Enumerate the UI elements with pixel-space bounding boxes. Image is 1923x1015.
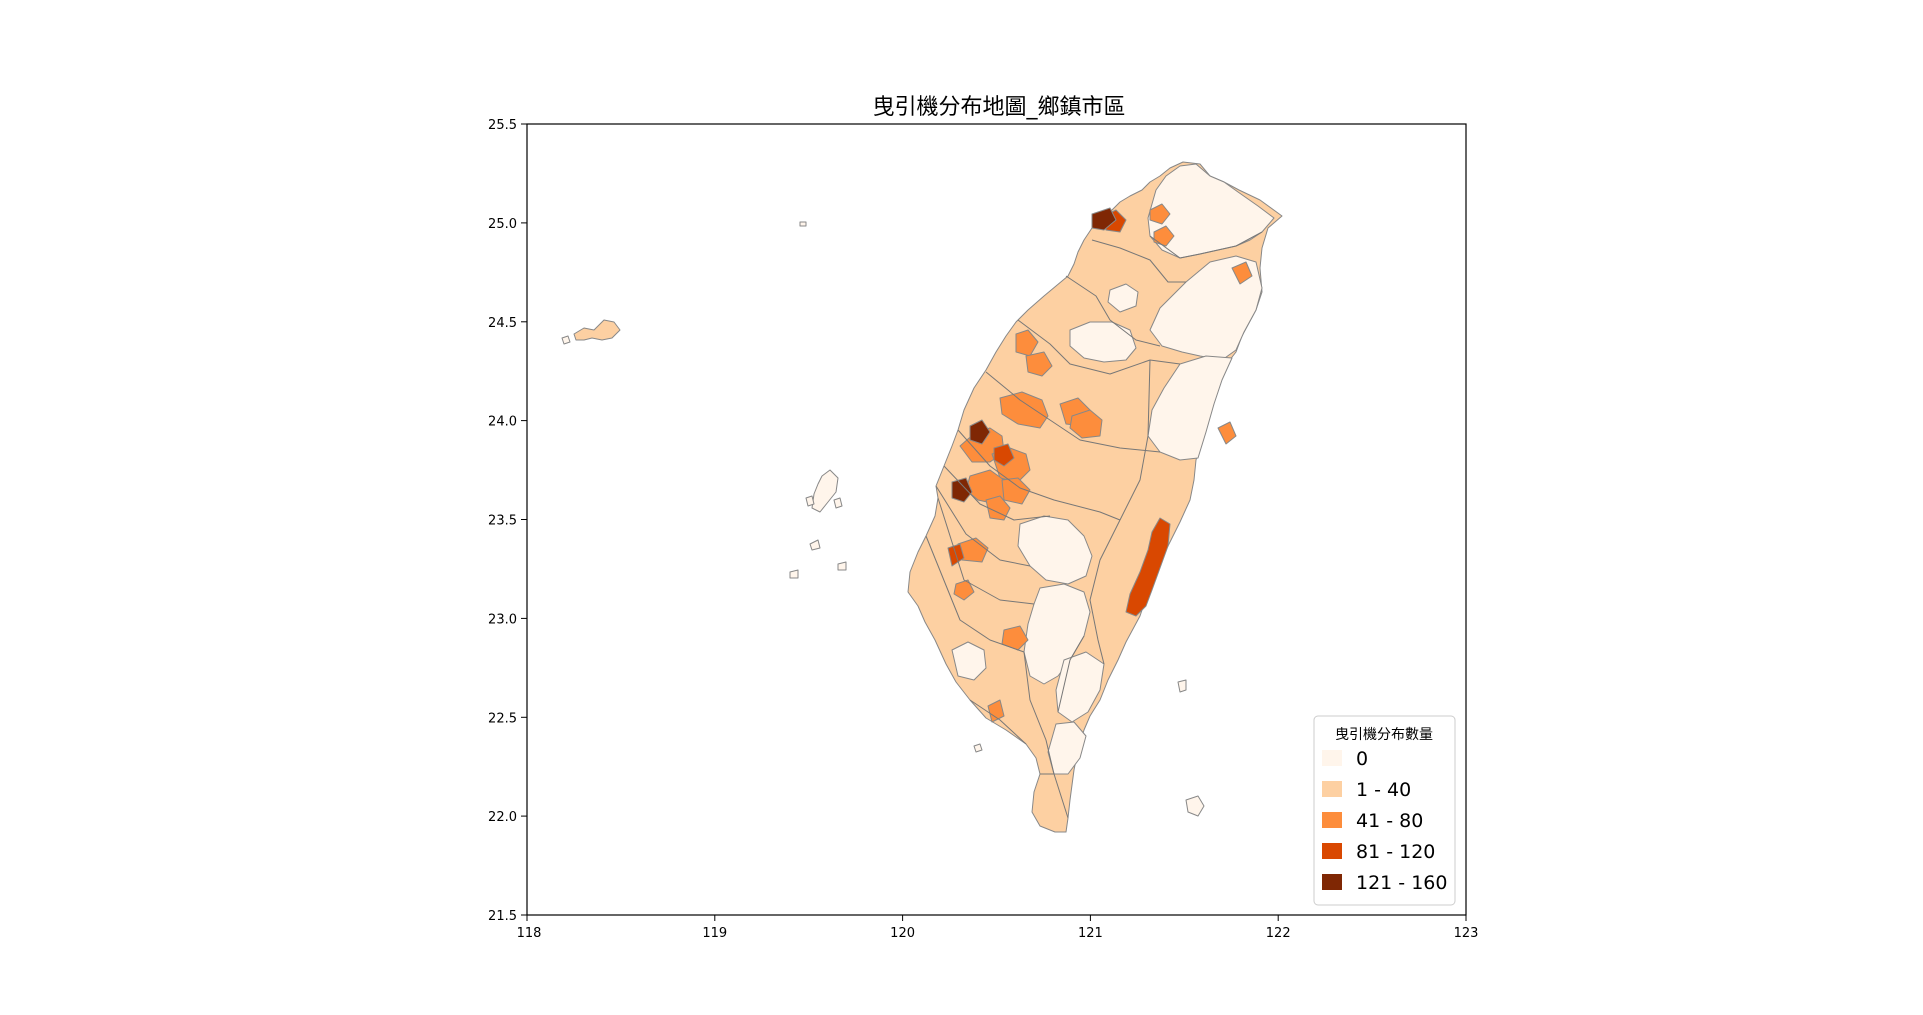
x-tick-label: 121 <box>1078 926 1103 941</box>
region-northeast-mountain <box>1149 255 1263 361</box>
region-taoyuan-light <box>1107 283 1139 313</box>
boundary-line <box>1091 239 1186 283</box>
region-tainan-orange-2 <box>1001 625 1029 651</box>
x-tick-label: 123 <box>1454 926 1479 941</box>
boundary-line <box>1089 519 1121 665</box>
legend-swatch-3 <box>1322 843 1342 859</box>
region-taoyuan-darkest <box>1091 207 1117 231</box>
boundary-line <box>1065 275 1161 347</box>
boundary-line <box>985 371 1161 453</box>
x-tick-label: 119 <box>702 926 727 941</box>
region-hualien-west <box>1147 355 1233 461</box>
region-taitung-light <box>1047 721 1087 775</box>
legend-label-3: 81 - 120 <box>1356 841 1435 863</box>
legend-swatch-4 <box>1322 874 1342 890</box>
region-penghu-6 <box>837 561 847 571</box>
region-penghu-4 <box>809 539 821 551</box>
region-nantou-orange <box>1069 409 1103 439</box>
boundary-line <box>1119 359 1151 521</box>
boundary-line <box>1017 319 1181 375</box>
region-changhua-darkorange <box>993 443 1015 467</box>
legend-swatch-1 <box>1322 781 1342 797</box>
legend-swatch-0 <box>1322 750 1342 766</box>
boundary-line <box>1057 635 1085 713</box>
region-miaoli-orange-2 <box>1025 351 1053 377</box>
taiwan-map <box>561 161 1283 833</box>
legend-swatch-2 <box>1322 812 1342 828</box>
boundary-line <box>1149 231 1263 259</box>
region-islet-north <box>799 221 807 227</box>
boundary-line <box>937 497 1035 605</box>
x-tick-label: 120 <box>890 926 915 941</box>
y-tick-label: 24.0 <box>488 415 517 430</box>
region-orchid-island <box>1185 795 1205 817</box>
y-tick-label: 22.5 <box>488 711 517 726</box>
legend-label-1: 1 - 40 <box>1356 779 1411 801</box>
region-south-central-light <box>1023 583 1091 685</box>
region-yilan-orange <box>1231 261 1253 285</box>
legend-label-4: 121 - 160 <box>1356 872 1447 894</box>
region-penghu-5 <box>789 569 799 579</box>
region-taichung-orange <box>999 391 1049 429</box>
y-tick-label: 23.0 <box>488 612 517 627</box>
boundary-line <box>969 699 1027 745</box>
region-xiaoliuqiu <box>973 743 983 753</box>
map-title: 曳引機分布地圖_鄉鎮市區 <box>872 95 1125 120</box>
legend-label-2: 41 - 80 <box>1356 810 1423 832</box>
region-miaoli-orange <box>1015 329 1039 357</box>
region-hualien-rift-darkorange <box>1125 517 1171 617</box>
y-tick-label: 22.0 <box>488 810 517 825</box>
region-kinmen <box>573 319 621 341</box>
region-yunlin-orange-2 <box>1001 477 1031 505</box>
region-southwest-coast-light <box>951 641 987 681</box>
region-yunlin-darkest <box>951 477 973 503</box>
y-tick-label: 21.5 <box>488 909 517 924</box>
y-tick-label: 25.5 <box>488 118 517 133</box>
y-tick-label: 24.5 <box>488 316 517 331</box>
region-pingtung-orange <box>987 699 1005 723</box>
region-penghu-2 <box>805 495 815 507</box>
region-kinmen-small <box>561 335 571 345</box>
legend-title: 曳引機分布數量 <box>1335 727 1433 743</box>
region-northwest-orange <box>1153 225 1175 247</box>
boundary-line <box>943 465 1051 521</box>
x-axis: 118 119 120 121 122 123 <box>517 915 1479 941</box>
boundary-line <box>935 485 1031 567</box>
boundary-line <box>925 535 1025 653</box>
y-tick-label: 23.5 <box>488 514 517 529</box>
x-tick-label: 118 <box>517 926 542 941</box>
y-axis: 25.5 25.0 24.5 24.0 23.5 23.0 22.5 22.0 … <box>488 118 527 924</box>
x-tick-label: 122 <box>1266 926 1291 941</box>
region-penghu <box>811 469 839 513</box>
region-central-light <box>1017 515 1093 585</box>
region-changhua-darkest <box>969 419 991 445</box>
boundary-line <box>1023 651 1055 775</box>
region-hualien-orange <box>1217 421 1237 445</box>
region-green-island <box>1177 679 1187 693</box>
legend-frame <box>1313 715 1456 906</box>
y-tick-label: 25.0 <box>488 217 517 232</box>
boundary-line <box>1040 773 1069 819</box>
boundary-line <box>957 429 1121 521</box>
region-penghu-3 <box>833 497 843 509</box>
legend-label-0: 0 <box>1356 748 1368 770</box>
region-chiayi-orange <box>985 495 1011 521</box>
legend: 曳引機分布數量 0 1 - 40 41 - 80 81 - 120 121 - … <box>1313 715 1456 906</box>
region-hsinchu-hills <box>1069 321 1137 363</box>
region-taoyuan-orange <box>1149 203 1171 225</box>
